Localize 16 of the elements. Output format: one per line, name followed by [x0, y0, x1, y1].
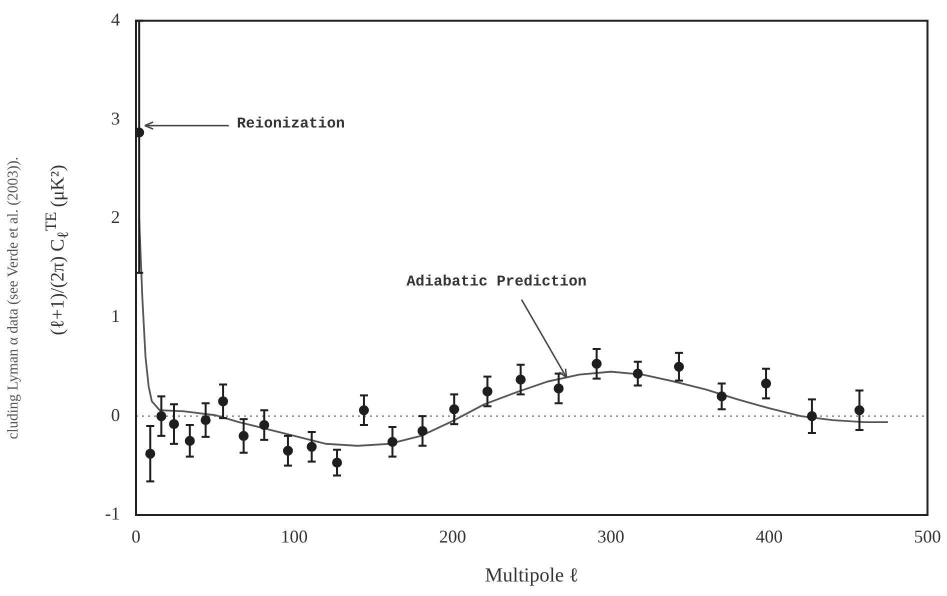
- x-tick-label: 500: [914, 526, 941, 547]
- x-tick-label: 100: [280, 526, 308, 547]
- y-tick-label: 0: [111, 404, 120, 425]
- text: cluding Lyman α data (see Verde et al. (2003)).: [6, 156, 22, 440]
- y-tick-label: 1: [111, 306, 120, 326]
- x-tick-label: 0: [132, 526, 140, 547]
- y-tick-label: 3: [111, 108, 120, 128]
- x-tick-label: 400: [756, 526, 783, 547]
- x-tick-label: 200: [439, 526, 466, 547]
- y-tick-label: -1: [105, 504, 120, 524]
- annotation: Reionization: [236, 115, 345, 132]
- x-tick-label: 300: [597, 526, 624, 547]
- y-tick-label: 2: [111, 207, 120, 228]
- y-tick-label: 4: [111, 10, 120, 30]
- annotation: Adiabatic Prediction: [406, 273, 587, 290]
- x-axis-title: Multipole ℓ: [485, 564, 578, 586]
